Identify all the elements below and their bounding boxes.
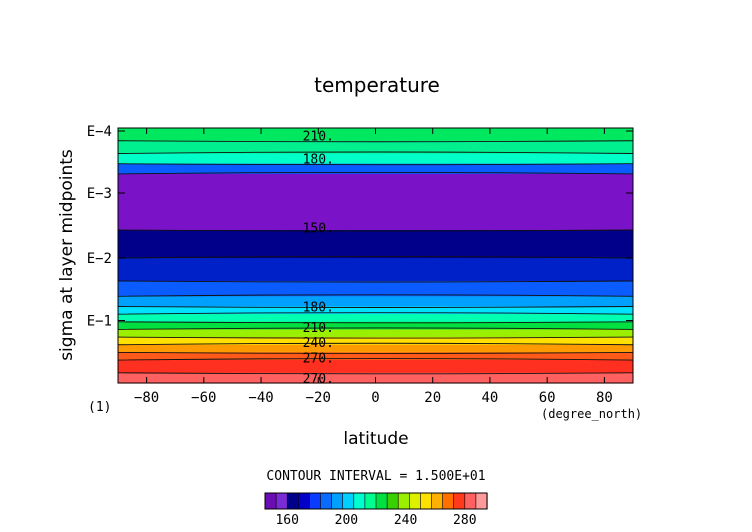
band-14 (118, 344, 633, 353)
colorbar-swatch (464, 492, 477, 510)
x-tick-label: −40 (248, 390, 273, 406)
x-tick-label: 60 (539, 390, 556, 406)
band-11 (118, 321, 633, 331)
band-3 (118, 163, 633, 175)
colorbar-ticks: 160 200 240 280 (275, 513, 476, 528)
colorbar-swatch (286, 492, 299, 510)
colorbar-swatch (264, 492, 277, 510)
band-0 (118, 128, 633, 142)
colorbar-tick-label: 160 (275, 513, 298, 528)
x-axis-title: latitude (343, 429, 408, 449)
contour-label: 150. (303, 221, 334, 236)
contour-labels: 210.180.150.180.210.240.270.270. (303, 130, 334, 387)
contour-line (117, 163, 634, 166)
band-13 (118, 337, 633, 346)
x-axis: −80 −60 −40 −20 0 20 40 60 80 (134, 128, 613, 406)
contour-line (117, 312, 634, 315)
contour-line (117, 256, 634, 259)
contour-line (117, 294, 634, 297)
y-tick-label: E−4 (87, 124, 112, 140)
plot-area (118, 128, 633, 384)
colorbar-tick-label: 240 (394, 513, 417, 528)
band-5 (118, 230, 633, 259)
contour-line (117, 358, 634, 361)
band-9 (118, 306, 633, 315)
x-tick-label: −60 (191, 390, 216, 406)
contour-label: 180. (303, 301, 334, 316)
x-unit-label: (degree_north) (541, 407, 642, 421)
band-6 (118, 258, 633, 282)
contour-label: 210. (303, 130, 334, 145)
colorbar-swatch (431, 492, 444, 510)
colorbar-swatch (309, 492, 322, 510)
contour-line (117, 280, 634, 283)
colorbar-swatch (364, 492, 377, 510)
colorbar-swatch (442, 492, 455, 510)
contour-line (117, 229, 634, 232)
y-tick-label: E−1 (87, 314, 112, 330)
contour-line (117, 351, 634, 354)
x-tick-label: 40 (482, 390, 499, 406)
colorbar-swatch (453, 492, 466, 510)
contour-line (117, 327, 634, 330)
colorbar-frame (264, 492, 488, 510)
colorbar-swatch (353, 492, 366, 510)
x-tick-label: 80 (596, 390, 613, 406)
contour-label: 240. (303, 336, 334, 351)
contour-line (117, 321, 634, 324)
contour-line (117, 151, 634, 154)
colorbar-swatch (375, 492, 388, 510)
colorbar-swatch (297, 492, 310, 510)
contour-line (117, 342, 634, 346)
colorbar-swatch (408, 492, 421, 510)
y-axis-title: sigma at layer midpoints (57, 149, 77, 361)
contour-lines (117, 140, 634, 375)
band-4 (118, 173, 633, 231)
band-10 (118, 314, 633, 323)
chart-title: temperature (314, 73, 440, 97)
y-tick-label: E−3 (87, 186, 112, 202)
band-7 (118, 281, 633, 297)
corner-label: (1) (88, 400, 111, 415)
x-tick-label: 20 (424, 390, 441, 406)
contour-line (117, 306, 634, 308)
contour-line (117, 171, 634, 175)
contour-label: 210. (303, 321, 334, 336)
colorbar-tick-label: 280 (453, 513, 476, 528)
band-2 (118, 153, 633, 165)
contour-line (117, 336, 634, 339)
band-12 (118, 329, 633, 338)
colorbar-swatch (275, 492, 288, 510)
colorbar-swatch (420, 492, 433, 510)
contour-label: 270. (303, 352, 334, 367)
band-16 (118, 360, 633, 374)
contour-line (117, 140, 634, 143)
colorbar (264, 492, 488, 510)
band-15 (118, 352, 633, 361)
contour-line (117, 372, 634, 375)
colorbar-swatch (475, 492, 488, 510)
colorbar-tick-label: 200 (335, 513, 358, 528)
contour-interval-text: CONTOUR INTERVAL = 1.500E+01 (266, 469, 485, 484)
colorbar-swatch (386, 492, 399, 510)
colorbar-swatch (320, 492, 333, 510)
colorbar-swatch (397, 492, 410, 510)
colorbar-swatch (331, 492, 344, 510)
colorbar-swatch (342, 492, 355, 510)
band-1 (118, 140, 633, 155)
x-tick-label: −20 (306, 390, 331, 406)
contour-label: 180. (303, 153, 334, 168)
y-axis: E−4 E−3 E−2 E−1 (87, 124, 633, 330)
band-8 (118, 296, 633, 308)
y-tick-label: E−2 (87, 251, 112, 267)
x-tick-label: 0 (371, 390, 379, 406)
x-tick-label: −80 (134, 390, 159, 406)
